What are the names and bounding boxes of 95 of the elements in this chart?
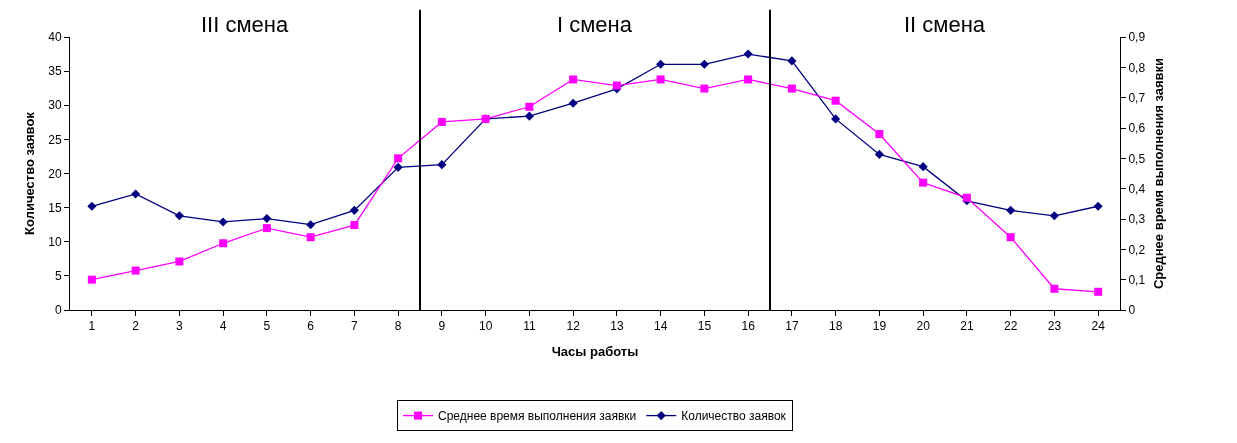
point [394,154,403,163]
x-tick-label: 14 [653,319,668,334]
text: I смена [557,12,633,37]
y2-tick-label: 0 [1128,303,1136,318]
y2-tick-label: 0,1 [1128,272,1146,287]
point [131,189,141,199]
point [919,178,928,187]
y-tick-label: 30 [48,98,62,113]
point [962,193,971,202]
x-tick-label: 5 [263,319,271,334]
x-tick-label: 13 [610,319,624,334]
x-tick-label: 9 [438,319,446,334]
point [87,201,97,211]
point [656,59,666,69]
x-tick-label: 4 [219,319,227,334]
x-tick-label: 19 [872,319,887,334]
point [350,221,359,230]
x-tick-label: 2 [132,319,140,334]
y-tick-label: 35 [48,64,62,79]
point [306,233,315,242]
y-tick-label: 0 [54,303,62,318]
y2-tick-label: 0,6 [1128,121,1146,136]
x-tick-label: 22 [1003,319,1018,334]
point [1006,205,1016,215]
point [1049,211,1059,221]
text: II смена [904,12,986,37]
x-tick-label: 10 [478,319,493,334]
point [1094,287,1103,296]
point [787,84,796,93]
y-tick-label: 10 [48,234,62,249]
point [218,217,228,227]
x-tick-label: 8 [394,319,402,334]
point [831,114,841,124]
point [1006,233,1015,242]
x-tick-label: 20 [916,319,931,334]
legend-label: Среднее время выполнения заявки [438,409,637,424]
point [349,205,359,215]
point [262,214,272,224]
x-tick-label: 12 [566,319,581,334]
point [918,162,928,172]
point [699,59,709,69]
point [393,162,403,172]
y-axis-title: Количество заявок [22,111,37,235]
x-tick-label: 11 [523,319,536,334]
y2-tick-label: 0,2 [1128,242,1146,257]
x-tick-label: 17 [785,319,799,334]
y2-tick-label: 0,7 [1128,90,1146,105]
x-tick-label: 21 [960,319,974,334]
x-tick-label: 3 [176,319,184,334]
point [743,49,753,59]
y2-tick-label: 0,8 [1128,60,1146,75]
point [525,102,534,111]
y2-tick-label: 0,4 [1128,181,1146,196]
y2-tick-label: 0,5 [1128,151,1146,166]
x-tick-label: 24 [1091,319,1106,334]
x-axis-title: Часы работы [551,344,639,359]
point [524,111,534,121]
y-tick-label: 20 [48,166,62,181]
point [175,257,184,266]
y2-axis-title: Среднее время выполнения заявки [1150,57,1166,290]
point [569,75,578,84]
point [87,275,96,284]
x-tick-label: 23 [1047,319,1062,334]
point [437,160,447,170]
text: III смена [201,12,289,37]
x-tick-label: 15 [697,319,712,334]
point [874,149,884,159]
y-tick-label: 5 [54,269,62,284]
y-tick-label: 15 [48,200,62,215]
point [787,56,797,66]
point [656,75,665,84]
point [131,266,140,275]
point [437,117,446,126]
y-tick-label: 40 [48,30,62,45]
y2-tick-label: 0,9 [1128,30,1146,45]
point [875,130,884,139]
point [262,224,271,233]
point [612,81,621,90]
x-tick-label: 16 [741,319,756,334]
point [700,84,709,93]
point [219,239,228,248]
point [744,75,753,84]
legend-label: Количество заявок [681,409,787,424]
point [568,98,578,108]
x-tick-label: 1 [88,319,96,334]
x-tick-label: 7 [351,319,359,334]
y-tick-label: 25 [48,132,62,147]
point [306,220,316,230]
x-tick-label: 6 [307,319,315,334]
x-tick-label: 18 [828,319,843,334]
point [174,211,184,221]
y2-tick-label: 0,3 [1128,212,1146,227]
point [831,96,840,105]
point [1093,201,1103,211]
point [1050,284,1059,293]
